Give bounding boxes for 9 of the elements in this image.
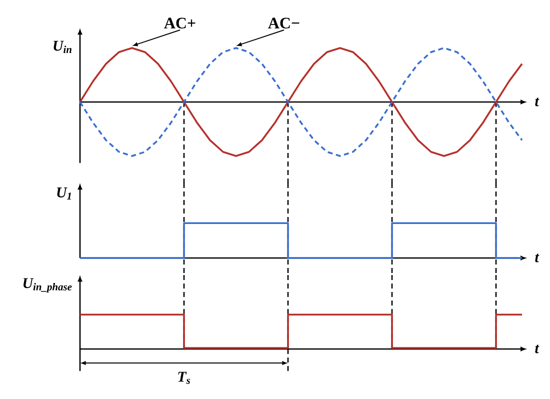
x-axis-title: t	[535, 254, 540, 262]
x-axis-title: t	[535, 344, 540, 354]
y-axis-title: U$_{in_phase}$	[23, 278, 72, 293]
y-axis-title: U$_{in}$	[54, 40, 72, 53]
y-axis-title: U$_{1}$	[57, 188, 71, 200]
text: T$_{s}$	[178, 372, 190, 384]
series-label: AC+	[164, 18, 196, 28]
x-axis-title: t	[535, 98, 540, 106]
series-label: AC−	[268, 18, 300, 28]
